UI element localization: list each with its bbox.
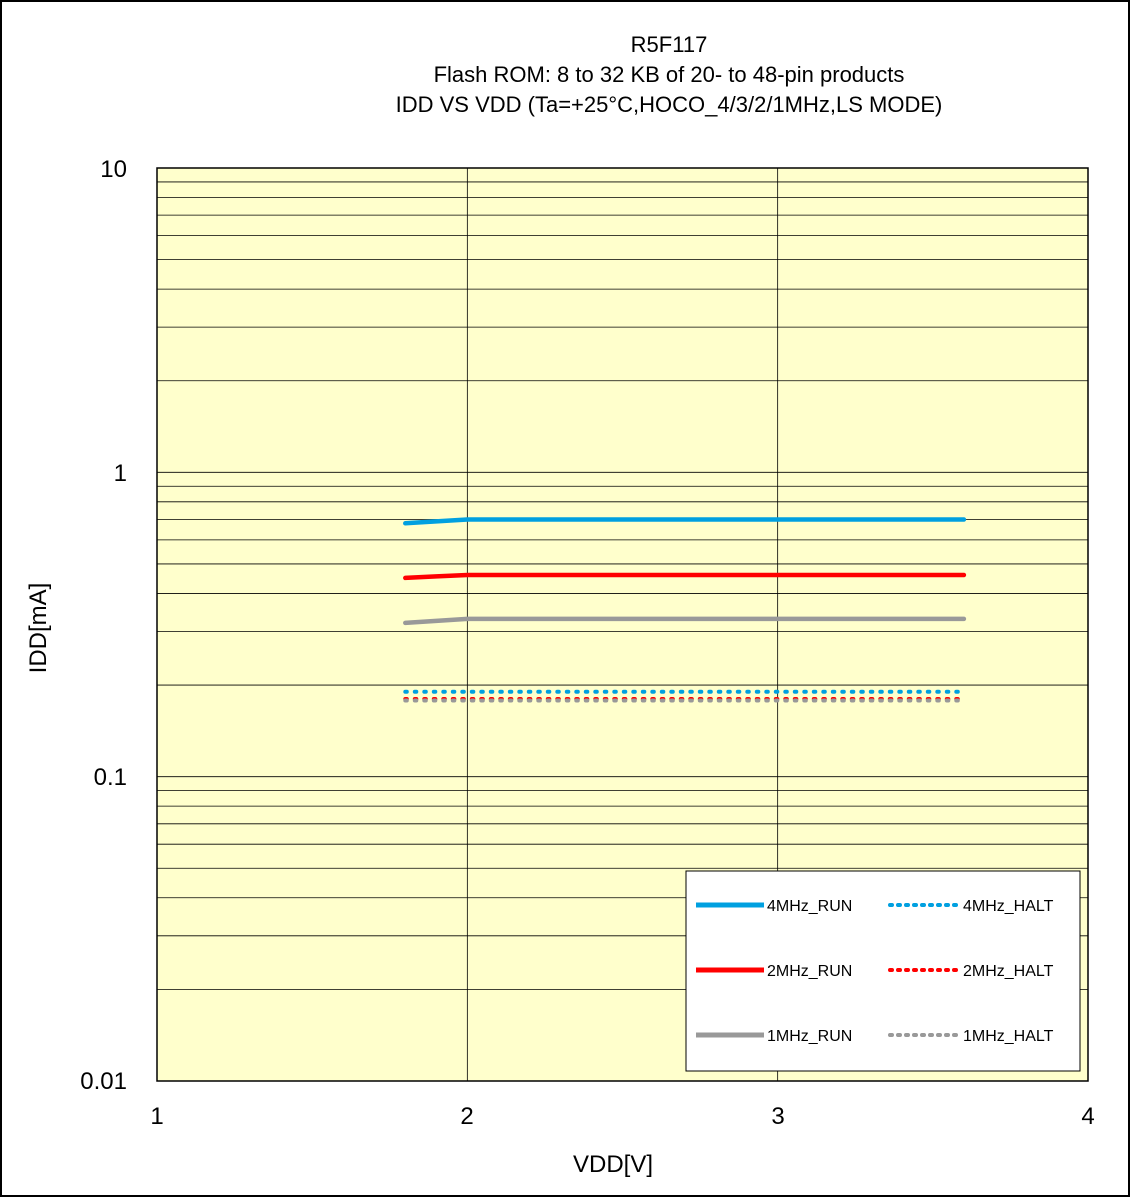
legend-label: 1MHz_RUN xyxy=(767,1028,852,1045)
legend-item: 4MHz_HALT xyxy=(888,898,1054,915)
legend-item: 2MHz_HALT xyxy=(888,963,1054,980)
y-tick-label: 1 xyxy=(114,460,127,487)
legend-label: 4MHz_HALT xyxy=(963,898,1054,915)
y-tick-label: 0.1 xyxy=(94,764,127,791)
legend-item: 4MHz_RUN xyxy=(696,898,852,915)
chart-title: R5F117 Flash ROM: 8 to 32 KB of 20- to 4… xyxy=(396,32,943,117)
x-tick-label: 4 xyxy=(1081,1103,1094,1130)
legend-label: 1MHz_HALT xyxy=(963,1028,1054,1045)
series-line-2mhz-run xyxy=(403,572,967,581)
title-line-2: Flash ROM: 8 to 32 KB of 20- to 48-pin p… xyxy=(434,62,905,87)
legend-label: 2MHz_HALT xyxy=(963,963,1054,980)
series-line-1mhz-run xyxy=(403,616,967,626)
x-axis-label: VDD[V] xyxy=(573,1151,653,1178)
legend-item: 2MHz_RUN xyxy=(696,963,852,980)
x-tick-label: 2 xyxy=(460,1103,473,1130)
y-tick-labels: 0.01 0.1 1 10 xyxy=(80,156,127,1095)
legend: 4MHz_RUN 4MHz_HALT 2MHz_RUN 2MHz_HALT 1M… xyxy=(685,870,1081,1072)
legend-item: 1MHz_RUN xyxy=(696,1028,852,1045)
x-tick-label: 3 xyxy=(771,1103,784,1130)
legend-item: 1MHz_HALT xyxy=(888,1028,1054,1045)
y-tick-label: 10 xyxy=(100,156,127,183)
gridlines xyxy=(157,168,1088,1081)
legend-label: 4MHz_RUN xyxy=(767,898,852,915)
series-lines xyxy=(403,517,967,703)
y-tick-label: 0.01 xyxy=(80,1068,127,1095)
y-axis-label: IDD[mA] xyxy=(25,583,52,674)
title-line-1: R5F117 xyxy=(631,32,708,57)
x-tick-label: 1 xyxy=(150,1103,163,1130)
plot-border xyxy=(156,167,1089,1082)
series-line-4mhz-run xyxy=(403,517,967,526)
x-tick-labels: 1 2 3 4 xyxy=(150,1103,1094,1130)
title-line-3: IDD VS VDD (Ta=+25°C,HOCO_4/3/2/1MHz,LS … xyxy=(396,92,943,117)
legend-label: 2MHz_RUN xyxy=(767,963,852,980)
